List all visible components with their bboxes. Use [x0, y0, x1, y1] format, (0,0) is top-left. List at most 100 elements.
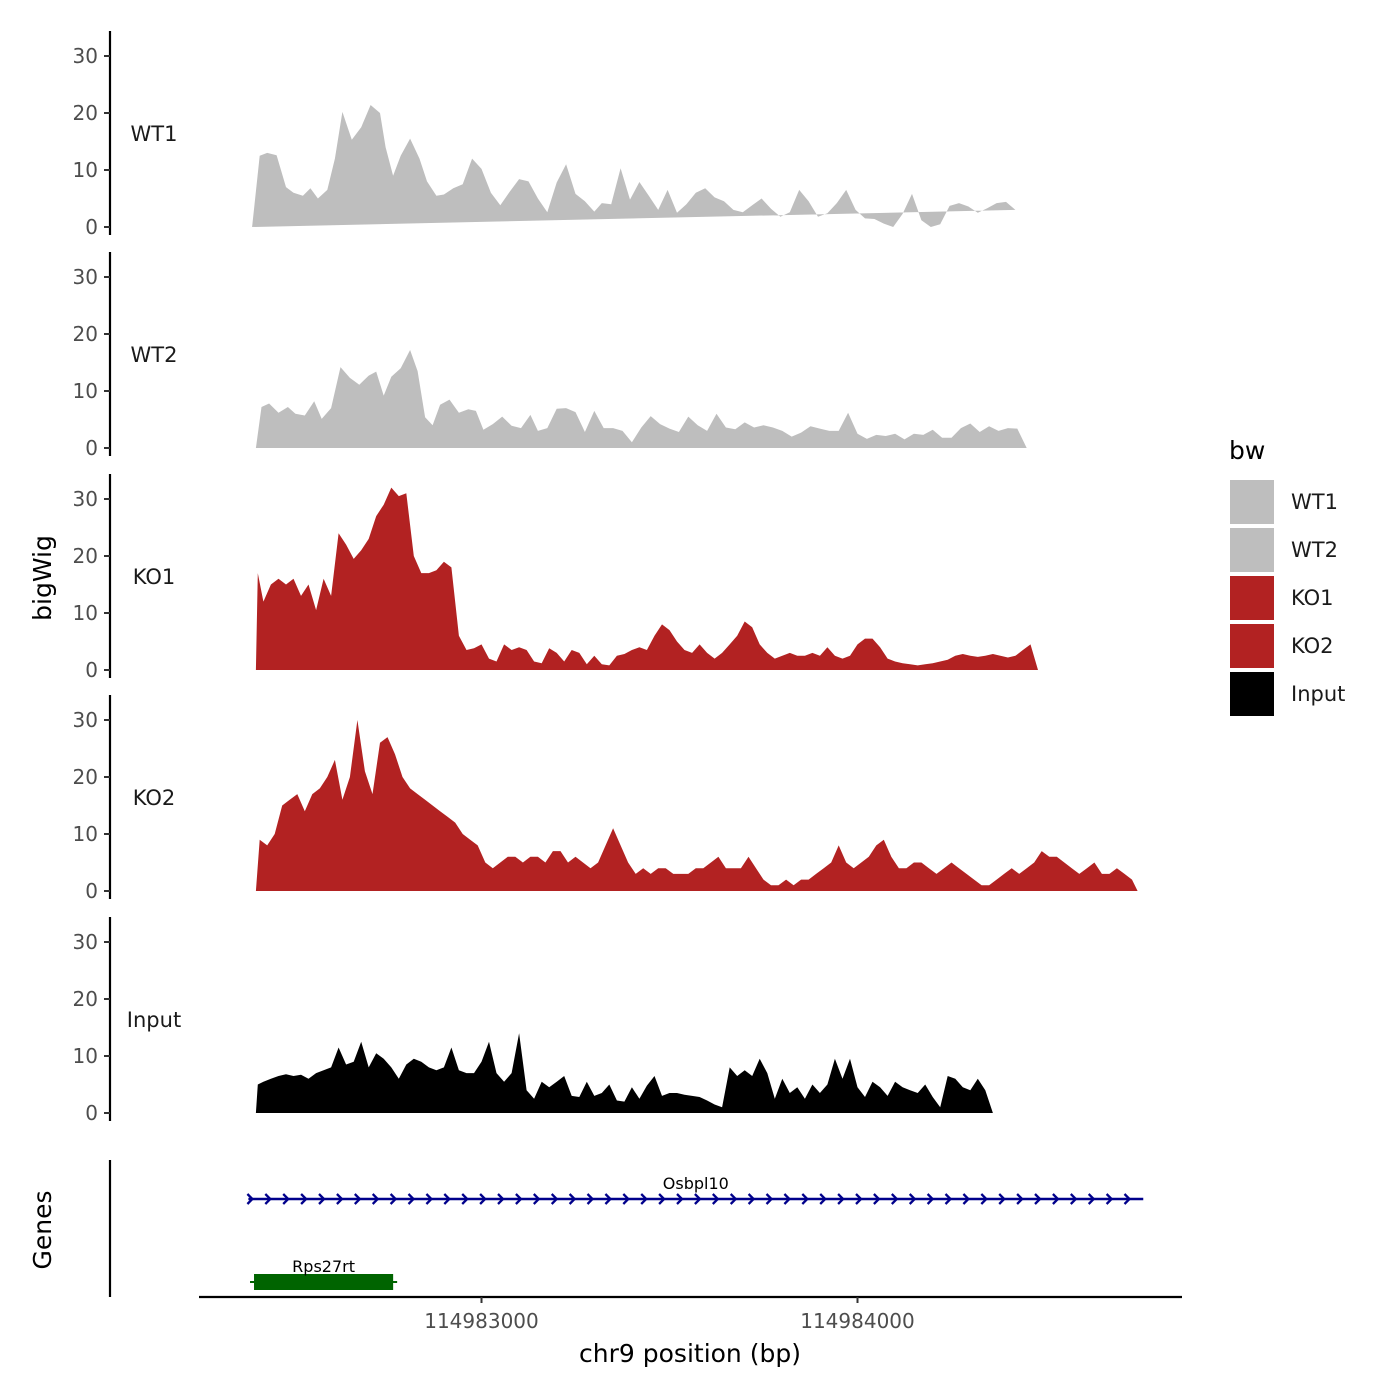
strand-arrow	[855, 1193, 863, 1205]
track-label-ko2: KO2	[133, 786, 176, 810]
strand-arrow	[497, 1193, 505, 1205]
strand-arrow	[711, 1193, 720, 1205]
y-tick-label: 30	[73, 487, 98, 511]
strand-arrow	[532, 1193, 541, 1205]
legend-label-wt1: WT1	[1291, 490, 1338, 514]
strand-arrow	[765, 1193, 774, 1205]
strand-arrow	[837, 1193, 845, 1205]
track-ko2: 0 10 20 30 KO2	[73, 695, 1138, 903]
x-axis: 114983000 114984000	[199, 1295, 1182, 1333]
strand-arrow	[407, 1193, 416, 1205]
strand-arrow	[676, 1193, 684, 1205]
strand-arrow	[389, 1193, 398, 1205]
strand-arrow	[550, 1193, 559, 1205]
legend-label-wt2: WT2	[1291, 538, 1338, 562]
y-tick-label: 20	[73, 544, 98, 568]
track-ko2-area	[255, 720, 1138, 891]
strand-arrow	[353, 1193, 362, 1205]
strand-arrow	[1052, 1193, 1060, 1205]
y-tick-label: 20	[73, 101, 98, 125]
gene-rps27rt: Rps27rt	[250, 1257, 398, 1290]
strand-arrow	[568, 1193, 577, 1205]
genes-layer: Osbpl10 Rps27rt	[108, 1160, 1144, 1297]
track-wt1-area	[252, 105, 1016, 227]
y-tick-label: 30	[73, 708, 98, 732]
strand-arrow	[1105, 1193, 1114, 1205]
strand-arrow	[783, 1193, 792, 1205]
track-label-wt2: WT2	[131, 343, 178, 367]
strand-arrow	[604, 1193, 613, 1205]
strand-arrow	[622, 1193, 630, 1205]
y-tick-label: 10	[73, 158, 98, 182]
y-tick-label: 20	[73, 322, 98, 346]
x-axis-title: chr9 position (bp)	[579, 1339, 801, 1368]
strand-arrow	[264, 1193, 272, 1205]
strand-arrow	[729, 1193, 738, 1205]
strand-arrow	[873, 1193, 881, 1205]
y-tick-label: 0	[85, 879, 98, 903]
strand-arrow	[640, 1193, 648, 1205]
y-tick-label: 10	[73, 601, 98, 625]
y-tick-label: 20	[73, 765, 98, 789]
strand-arrow	[1069, 1193, 1078, 1205]
legend-label-ko1: KO1	[1291, 586, 1334, 610]
y-tick-label: 0	[85, 215, 98, 239]
strand-arrow	[747, 1193, 756, 1205]
track-input: 0 10 20 30 Input	[73, 917, 993, 1125]
y-tick-label: 10	[73, 822, 98, 846]
strand-arrow	[1087, 1193, 1096, 1205]
track-wt2: 0 10 20 30 WT2	[73, 252, 1027, 460]
strand-arrow	[282, 1193, 290, 1205]
x-tick-label: 114983000	[424, 1309, 539, 1333]
y-axis-title: bigWig	[28, 535, 57, 621]
track-label-ko1: KO1	[133, 565, 176, 589]
x-tick-label: 114984000	[800, 1309, 915, 1333]
y-tick-label: 0	[85, 436, 98, 460]
legend-label-ko2: KO2	[1291, 634, 1334, 658]
strand-arrow	[461, 1193, 469, 1205]
track-wt1: 0 10 20 30 WT1	[73, 31, 1016, 239]
strand-arrow	[1016, 1193, 1024, 1205]
track-input-area	[255, 1033, 993, 1113]
strand-arrow	[371, 1193, 380, 1205]
strand-arrow	[246, 1193, 255, 1205]
y-tick-label: 30	[73, 44, 98, 68]
gene-label: Osbpl10	[663, 1174, 729, 1193]
y-tick-label: 30	[73, 265, 98, 289]
strand-arrow	[819, 1193, 827, 1205]
strand-arrow	[962, 1193, 971, 1205]
legend-label-input: Input	[1291, 682, 1345, 706]
track-label-input: Input	[127, 1008, 181, 1032]
legend-key-input	[1230, 672, 1274, 716]
strand-arrow	[694, 1193, 702, 1205]
legend-key-wt2	[1230, 528, 1274, 572]
y-tick-label: 10	[73, 1044, 98, 1068]
y-tick-label: 0	[85, 1101, 98, 1125]
strand-arrow	[300, 1193, 308, 1205]
strand-arrow	[908, 1193, 917, 1205]
strand-arrow	[980, 1193, 988, 1205]
legend-title: bw	[1229, 436, 1265, 465]
strand-arrow	[479, 1193, 487, 1205]
strand-arrow	[318, 1193, 326, 1205]
strand-arrow	[658, 1193, 666, 1205]
strand-arrow	[998, 1193, 1006, 1205]
y-tick-label: 30	[73, 930, 98, 954]
strand-arrow	[1034, 1193, 1042, 1205]
track-wt2-area	[255, 350, 1027, 448]
track-label-wt1: WT1	[131, 122, 178, 146]
strand-arrow	[425, 1193, 434, 1205]
legend-key-ko2	[1230, 624, 1274, 668]
gene-osbpl10: Osbpl10	[246, 1174, 1144, 1205]
strand-arrow	[443, 1193, 451, 1205]
legend-key-ko1	[1230, 576, 1274, 620]
strand-arrow	[944, 1193, 953, 1205]
legend-key-wt1	[1230, 480, 1274, 524]
strand-arrow	[586, 1193, 595, 1205]
strand-arrow	[515, 1193, 523, 1205]
strand-arrow	[890, 1193, 899, 1205]
strand-arrow	[1123, 1193, 1132, 1205]
track-ko1: 0 10 20 30 KO1	[73, 474, 1038, 682]
strand-arrow	[336, 1193, 344, 1205]
